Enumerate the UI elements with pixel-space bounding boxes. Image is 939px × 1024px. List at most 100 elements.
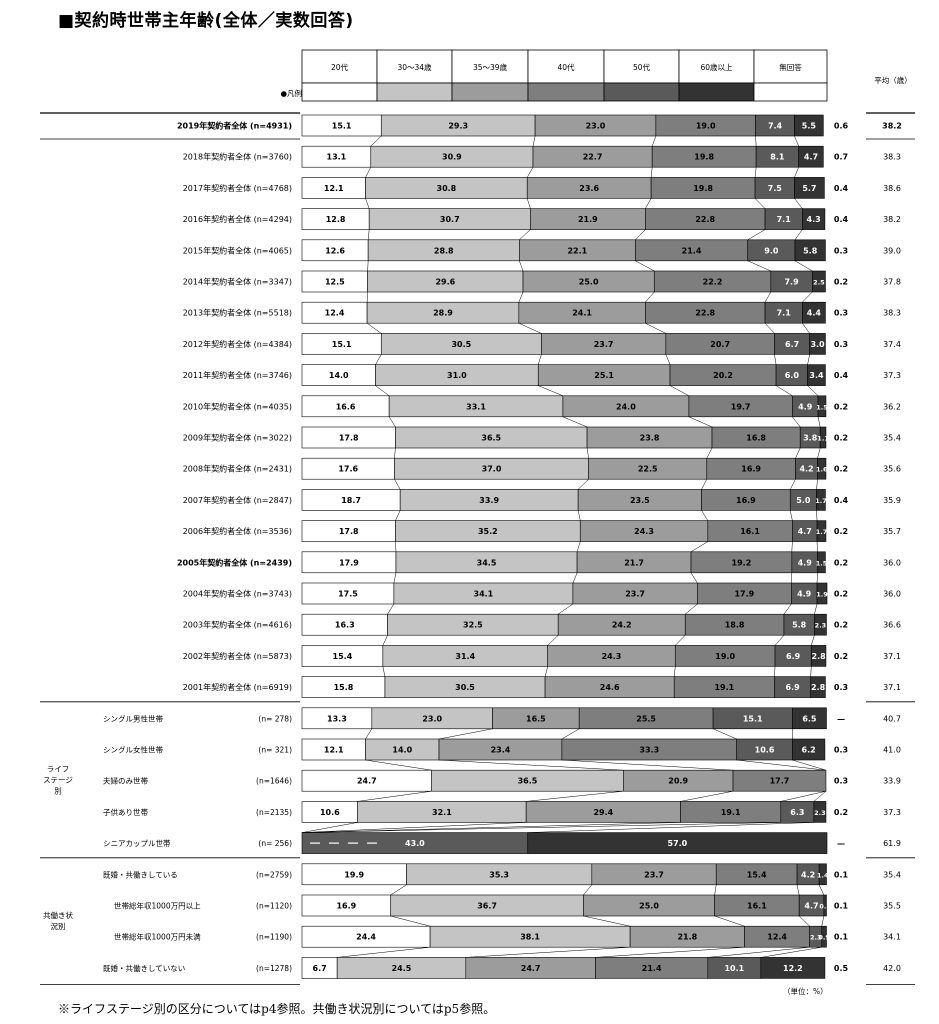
bar-segment bbox=[817, 551, 826, 574]
connector-line bbox=[669, 385, 690, 397]
connector-line bbox=[519, 260, 524, 272]
header-label: 50代 bbox=[633, 62, 651, 72]
connector-line bbox=[367, 229, 370, 240]
data-label: 4.7 bbox=[804, 902, 818, 911]
connector-line bbox=[365, 759, 432, 771]
data-label: 7.9 bbox=[784, 278, 799, 287]
row-label: 2001年契約者全体 (n=6919) bbox=[183, 682, 292, 692]
connector-line bbox=[795, 447, 801, 459]
noanswer-value: 0.2 bbox=[834, 808, 848, 817]
data-label: 16.1 bbox=[747, 902, 767, 911]
connector-line bbox=[764, 323, 775, 334]
bar-segment bbox=[816, 489, 826, 511]
connector-line bbox=[301, 822, 358, 833]
data-label: 2.8 bbox=[812, 652, 827, 661]
connector-line bbox=[301, 822, 781, 833]
data-label: 33.3 bbox=[639, 746, 659, 755]
data-label: 22.2 bbox=[703, 278, 723, 287]
connector-line bbox=[714, 884, 717, 896]
data-label: 10.6 bbox=[320, 808, 340, 817]
data-label: 5.0 bbox=[796, 496, 811, 505]
data-label: 7.5 bbox=[768, 184, 783, 193]
connector-line bbox=[816, 541, 818, 552]
connector-line bbox=[393, 572, 397, 584]
connector-line bbox=[518, 322, 542, 334]
data-label: 18.8 bbox=[725, 621, 745, 630]
legend-marker-label: ●凡例 bbox=[280, 88, 302, 98]
connector-line bbox=[816, 572, 818, 584]
average-value: 35.7 bbox=[883, 527, 901, 536]
connector-line bbox=[645, 322, 666, 334]
connector-line bbox=[544, 666, 548, 677]
data-label: 29.4 bbox=[593, 808, 613, 817]
data-label: 35.2 bbox=[478, 527, 498, 536]
row-n-label: (n=1120) bbox=[256, 902, 292, 911]
data-label: 17.8 bbox=[339, 434, 359, 443]
connector-line bbox=[774, 354, 777, 365]
data-label: 25.0 bbox=[579, 278, 599, 287]
average-header: 平均（歳） bbox=[874, 75, 912, 85]
data-label: 4.4 bbox=[807, 309, 822, 318]
data-label: 23.7 bbox=[594, 340, 614, 349]
average-value: 35.9 bbox=[883, 496, 901, 505]
page-title: ■契約時世帯主年齢(全体／実数回答) bbox=[58, 11, 354, 31]
data-label: 5.8 bbox=[803, 246, 818, 255]
connector-line bbox=[366, 291, 368, 303]
connector-line bbox=[527, 822, 814, 833]
connector-line bbox=[526, 198, 531, 209]
average-value: 42.0 bbox=[883, 964, 901, 973]
row-label: 世帯総年収1000万円以上 bbox=[114, 901, 201, 911]
data-label: 34.5 bbox=[477, 558, 497, 567]
data-label: 6.7 bbox=[785, 340, 799, 349]
connector-line bbox=[685, 603, 698, 615]
data-label: 10.1 bbox=[724, 964, 744, 973]
data-label: 30.5 bbox=[451, 340, 471, 349]
data-label: 38.1 bbox=[520, 933, 540, 942]
connector-line bbox=[635, 260, 655, 272]
unit-note: （単位：%） bbox=[783, 987, 828, 996]
data-label: 17.9 bbox=[734, 590, 754, 599]
row-label: 2012年契約者全体 (n=4384) bbox=[183, 339, 292, 349]
connector-line bbox=[365, 167, 371, 178]
data-label: 0.5 bbox=[819, 903, 831, 911]
connector-line bbox=[821, 915, 825, 927]
data-label: 2.3 bbox=[814, 809, 826, 817]
average-value: 37.8 bbox=[883, 278, 901, 287]
connector-line bbox=[583, 884, 592, 896]
data-label: 1.9 bbox=[816, 591, 828, 599]
footnote: ※ライフステージ別の区分についてはp4参照。共働き状況別についてはp5参照。 bbox=[58, 1002, 496, 1016]
connector-line bbox=[790, 479, 796, 490]
data-label: 14.0 bbox=[329, 371, 349, 380]
data-label: 7.4 bbox=[768, 122, 783, 131]
row-label: 2014年契約者全体 (n=3347) bbox=[183, 277, 292, 287]
data-label: 2.5 bbox=[813, 279, 825, 287]
data-label: 32.5 bbox=[463, 621, 483, 630]
row-label: 既婚・共働きしていない bbox=[103, 963, 185, 973]
noanswer-value: 0.2 bbox=[834, 465, 848, 474]
row-n-label: (n= 321) bbox=[258, 746, 292, 755]
noanswer-value: 0.2 bbox=[834, 434, 848, 443]
row-n-label: (n= 256) bbox=[258, 839, 292, 848]
data-label: 1.5 bbox=[816, 559, 828, 567]
data-label: 16.8 bbox=[746, 434, 766, 443]
data-label: 4.7 bbox=[798, 527, 812, 536]
data-label: 4.2 bbox=[799, 465, 813, 474]
connector-line bbox=[755, 135, 757, 147]
data-label: 34.1 bbox=[474, 590, 494, 599]
connector-line bbox=[301, 822, 527, 833]
connector-line bbox=[635, 229, 646, 240]
data-label: 24.3 bbox=[634, 527, 654, 536]
bar-segment bbox=[823, 894, 827, 917]
data-label: 28.8 bbox=[434, 246, 454, 255]
row-n-label: (n=2135) bbox=[256, 808, 292, 817]
data-label: 15.4 bbox=[747, 870, 767, 879]
data-label: 16.3 bbox=[335, 621, 355, 630]
bar-segment bbox=[802, 301, 826, 324]
noanswer-value: 0.2 bbox=[834, 652, 848, 661]
legend-swatch bbox=[603, 82, 680, 102]
data-label: 1.5 bbox=[816, 403, 828, 411]
noanswer-value: — bbox=[837, 714, 845, 723]
noanswer-value: 0.2 bbox=[834, 621, 848, 630]
data-label: 4.9 bbox=[798, 558, 813, 567]
connector-line bbox=[357, 790, 432, 802]
